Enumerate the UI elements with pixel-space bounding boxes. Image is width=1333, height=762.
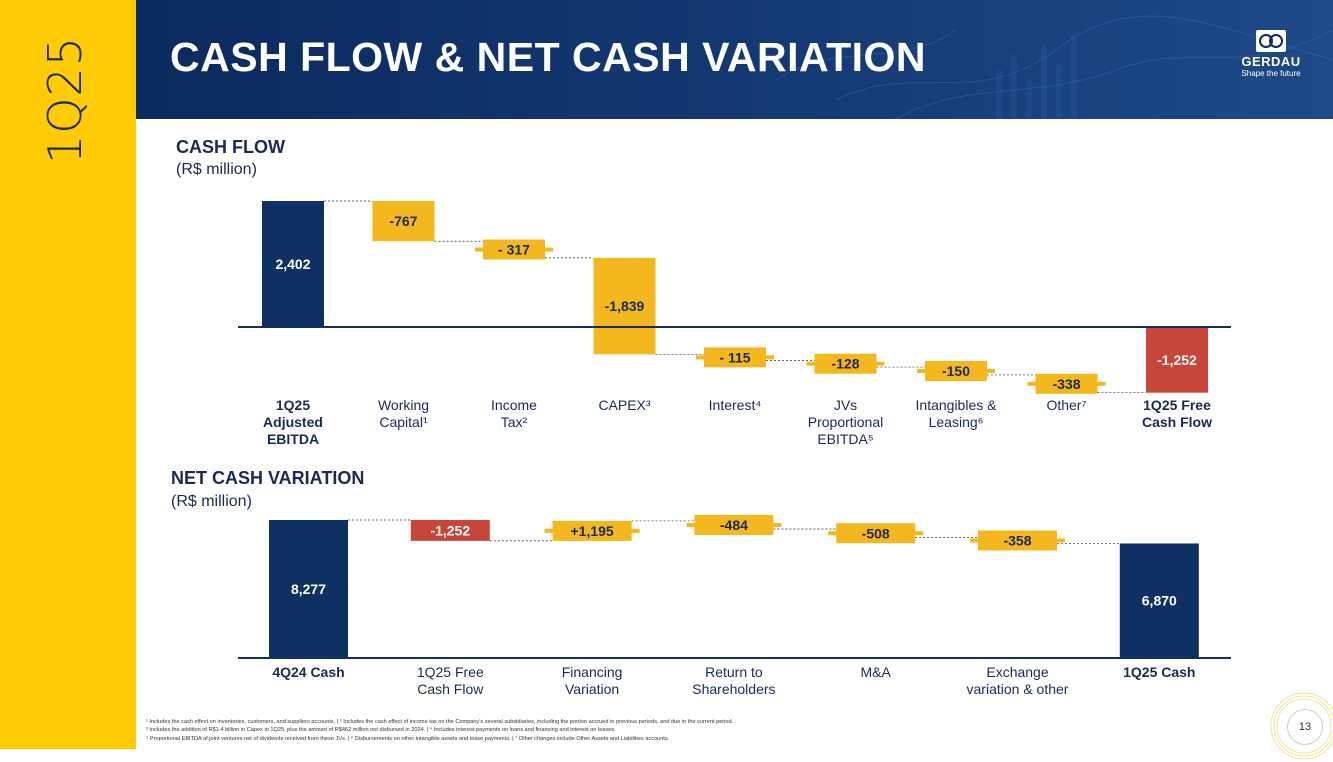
cf-category-label: Other⁷ (1046, 397, 1086, 413)
ncv-category-line: Exchange (986, 664, 1048, 680)
ncv-category-line: Variation (565, 681, 619, 697)
ncv-value-label: -358 (1003, 532, 1031, 548)
cf-category-line: Adjusted (263, 414, 323, 430)
ncv-category-line: variation & other (967, 681, 1069, 697)
cf-bar (1146, 327, 1208, 393)
logo-name: GERDAU (1241, 54, 1301, 69)
net-cash-unit: (R$ million) (171, 493, 252, 510)
cf-category-line: Cash Flow (1142, 414, 1212, 430)
cash-flow-unit: (R$ million) (176, 161, 257, 178)
footnote-line: ⁵ Proportional EBITDA of joint ventures … (146, 735, 670, 742)
ncv-bar (978, 530, 1057, 551)
cf-category-label: 1Q25 Free Cash Flow (1142, 397, 1212, 430)
cf-category-line: EBITDA (267, 431, 319, 447)
cf-category-line: Leasing⁶ (929, 414, 984, 430)
cf-category-line: Other⁷ (1046, 397, 1086, 413)
ncv-category-line: M&A (861, 664, 892, 680)
cf-category-line: 1Q25 Free (1143, 397, 1211, 413)
ncv-category-line: 4Q24 Cash (272, 664, 344, 680)
cf-value-label: -1,839 (605, 298, 645, 314)
ncv-bar (269, 520, 348, 658)
cf-bar (925, 361, 987, 382)
cf-category-label: CAPEX³ (598, 397, 650, 413)
cf-value-label: -338 (1052, 376, 1080, 392)
sidebar: 1Q25 (0, 0, 136, 749)
cf-category-line: Proportional (808, 414, 884, 430)
ncv-category-line: Return to (705, 664, 763, 680)
cf-value-label: -150 (942, 363, 970, 379)
cf-category-line: Working (378, 397, 429, 413)
ncv-category-line: 1Q25 Free (417, 664, 484, 680)
ncv-category-label: Exchange variation & other (967, 664, 1069, 697)
cf-bar (593, 257, 656, 355)
footnote-line: ¹ Includes the cash effect on inventorie… (146, 719, 734, 725)
gerdau-logo-icon (1256, 30, 1286, 52)
cf-category-line: 1Q25 (276, 397, 310, 413)
cf-value-label: 2,402 (275, 256, 310, 272)
cf-category-line: Tax² (501, 414, 528, 430)
ncv-value-label: 8,277 (291, 581, 326, 597)
cf-category-label: Income Tax² (491, 397, 537, 430)
cf-category-label: Interest⁴ (709, 397, 762, 413)
ncv-category-line: 1Q25 Cash (1123, 664, 1195, 680)
net-cash-title: NET CASH VARIATION (171, 468, 365, 488)
cf-bar (483, 239, 545, 260)
header-background-graphic (775, 15, 1333, 119)
cf-category-label: Intangibles & Leasing⁶ (916, 397, 998, 430)
cf-value-label: -1,252 (1157, 352, 1197, 368)
cf-category-line: Income (491, 397, 537, 413)
cf-category-line: CAPEX³ (598, 397, 650, 413)
cf-category-line: Intangibles & (916, 397, 998, 413)
cf-value-label: -767 (389, 213, 417, 229)
ncv-category-label: Financing Variation (562, 664, 623, 697)
ncv-category-label: Return to Shareholders (692, 664, 775, 697)
logo-tagline: Shape the future (1241, 69, 1301, 78)
ncv-value-label: +1,195 (570, 523, 613, 539)
ncv-chart-group: 8,277 4Q24 Cash -1,252 1Q25 Free Cash Flow +1… (238, 514, 1231, 697)
cf-category-line: Capital¹ (379, 414, 428, 430)
ncv-category-line: Financing (562, 664, 623, 680)
gerdau-logo: GERDAU Shape the future (1236, 30, 1306, 78)
page-title: CASH FLOW & NET CASH VARIATION (170, 34, 927, 80)
ncv-category-label: 4Q24 Cash (272, 664, 344, 680)
ncv-value-label: -484 (720, 517, 748, 533)
footnotes: ¹ Includes the cash effect on inventorie… (146, 718, 1246, 743)
cf-bar (372, 201, 435, 242)
cf-chart-group: 2,402 1Q25 Adjusted EBITDA -767 Working Capita… (238, 200, 1231, 447)
cf-bar (262, 201, 324, 327)
ncv-bar (694, 514, 774, 535)
cf-category-line: Interest⁴ (709, 397, 762, 413)
ncv-bar (410, 520, 490, 541)
cf-category-label: 1Q25 Adjusted EBITDA (263, 397, 323, 447)
cf-category-line: EBITDA⁵ (817, 431, 873, 447)
cash-flow-title: CASH FLOW (176, 137, 285, 157)
ncv-value-label: -1,252 (430, 522, 470, 538)
cf-bar (704, 347, 766, 368)
ncv-category-label: M&A (861, 664, 892, 680)
cf-value-label: -128 (831, 356, 859, 372)
cf-category-label: Working Capital¹ (378, 397, 429, 430)
cf-category-line: JVs (834, 397, 857, 413)
ncv-value-label: -508 (862, 525, 890, 541)
ncv-bar (1119, 543, 1199, 658)
cf-value-label: - 115 (719, 349, 750, 365)
cf-bar (814, 353, 877, 374)
cf-category-label: JVs Proportional EBITDA⁵ (808, 397, 884, 447)
ncv-category-line: Shareholders (692, 681, 775, 697)
footnote-line: ³ Includes the addition of R$1.4 billion… (146, 727, 616, 734)
ncv-category-label: 1Q25 Free Cash Flow (417, 664, 484, 697)
header-banner: CASH FLOW & NET CASH VARIATION GERDAU Sh… (136, 0, 1333, 119)
ncv-category-label: 1Q25 Cash (1123, 664, 1195, 680)
ncv-bar (552, 520, 632, 541)
cf-bar (1035, 373, 1098, 394)
ncv-value-label: 6,870 (1142, 593, 1177, 609)
ncv-category-line: Cash Flow (417, 681, 484, 697)
cf-value-label: - 317 (498, 242, 530, 258)
ncv-bar (836, 523, 916, 544)
page-number: 13 (1287, 709, 1323, 745)
